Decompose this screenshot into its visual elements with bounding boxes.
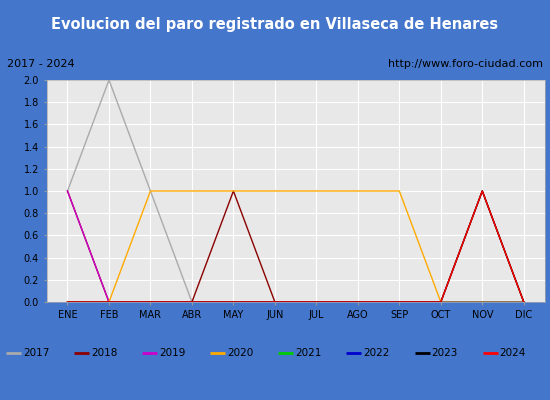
Text: 2019: 2019 [160, 348, 186, 358]
Text: 2021: 2021 [295, 348, 322, 358]
Text: 2017: 2017 [23, 348, 50, 358]
Text: 2023: 2023 [432, 348, 458, 358]
Text: 2018: 2018 [91, 348, 118, 358]
Text: 2022: 2022 [364, 348, 390, 358]
Text: 2017 - 2024: 2017 - 2024 [7, 59, 75, 69]
Text: 2024: 2024 [499, 348, 526, 358]
Text: Evolucion del paro registrado en Villaseca de Henares: Evolucion del paro registrado en Villase… [52, 18, 498, 32]
Text: http://www.foro-ciudad.com: http://www.foro-ciudad.com [388, 59, 543, 69]
Text: 2020: 2020 [227, 348, 254, 358]
